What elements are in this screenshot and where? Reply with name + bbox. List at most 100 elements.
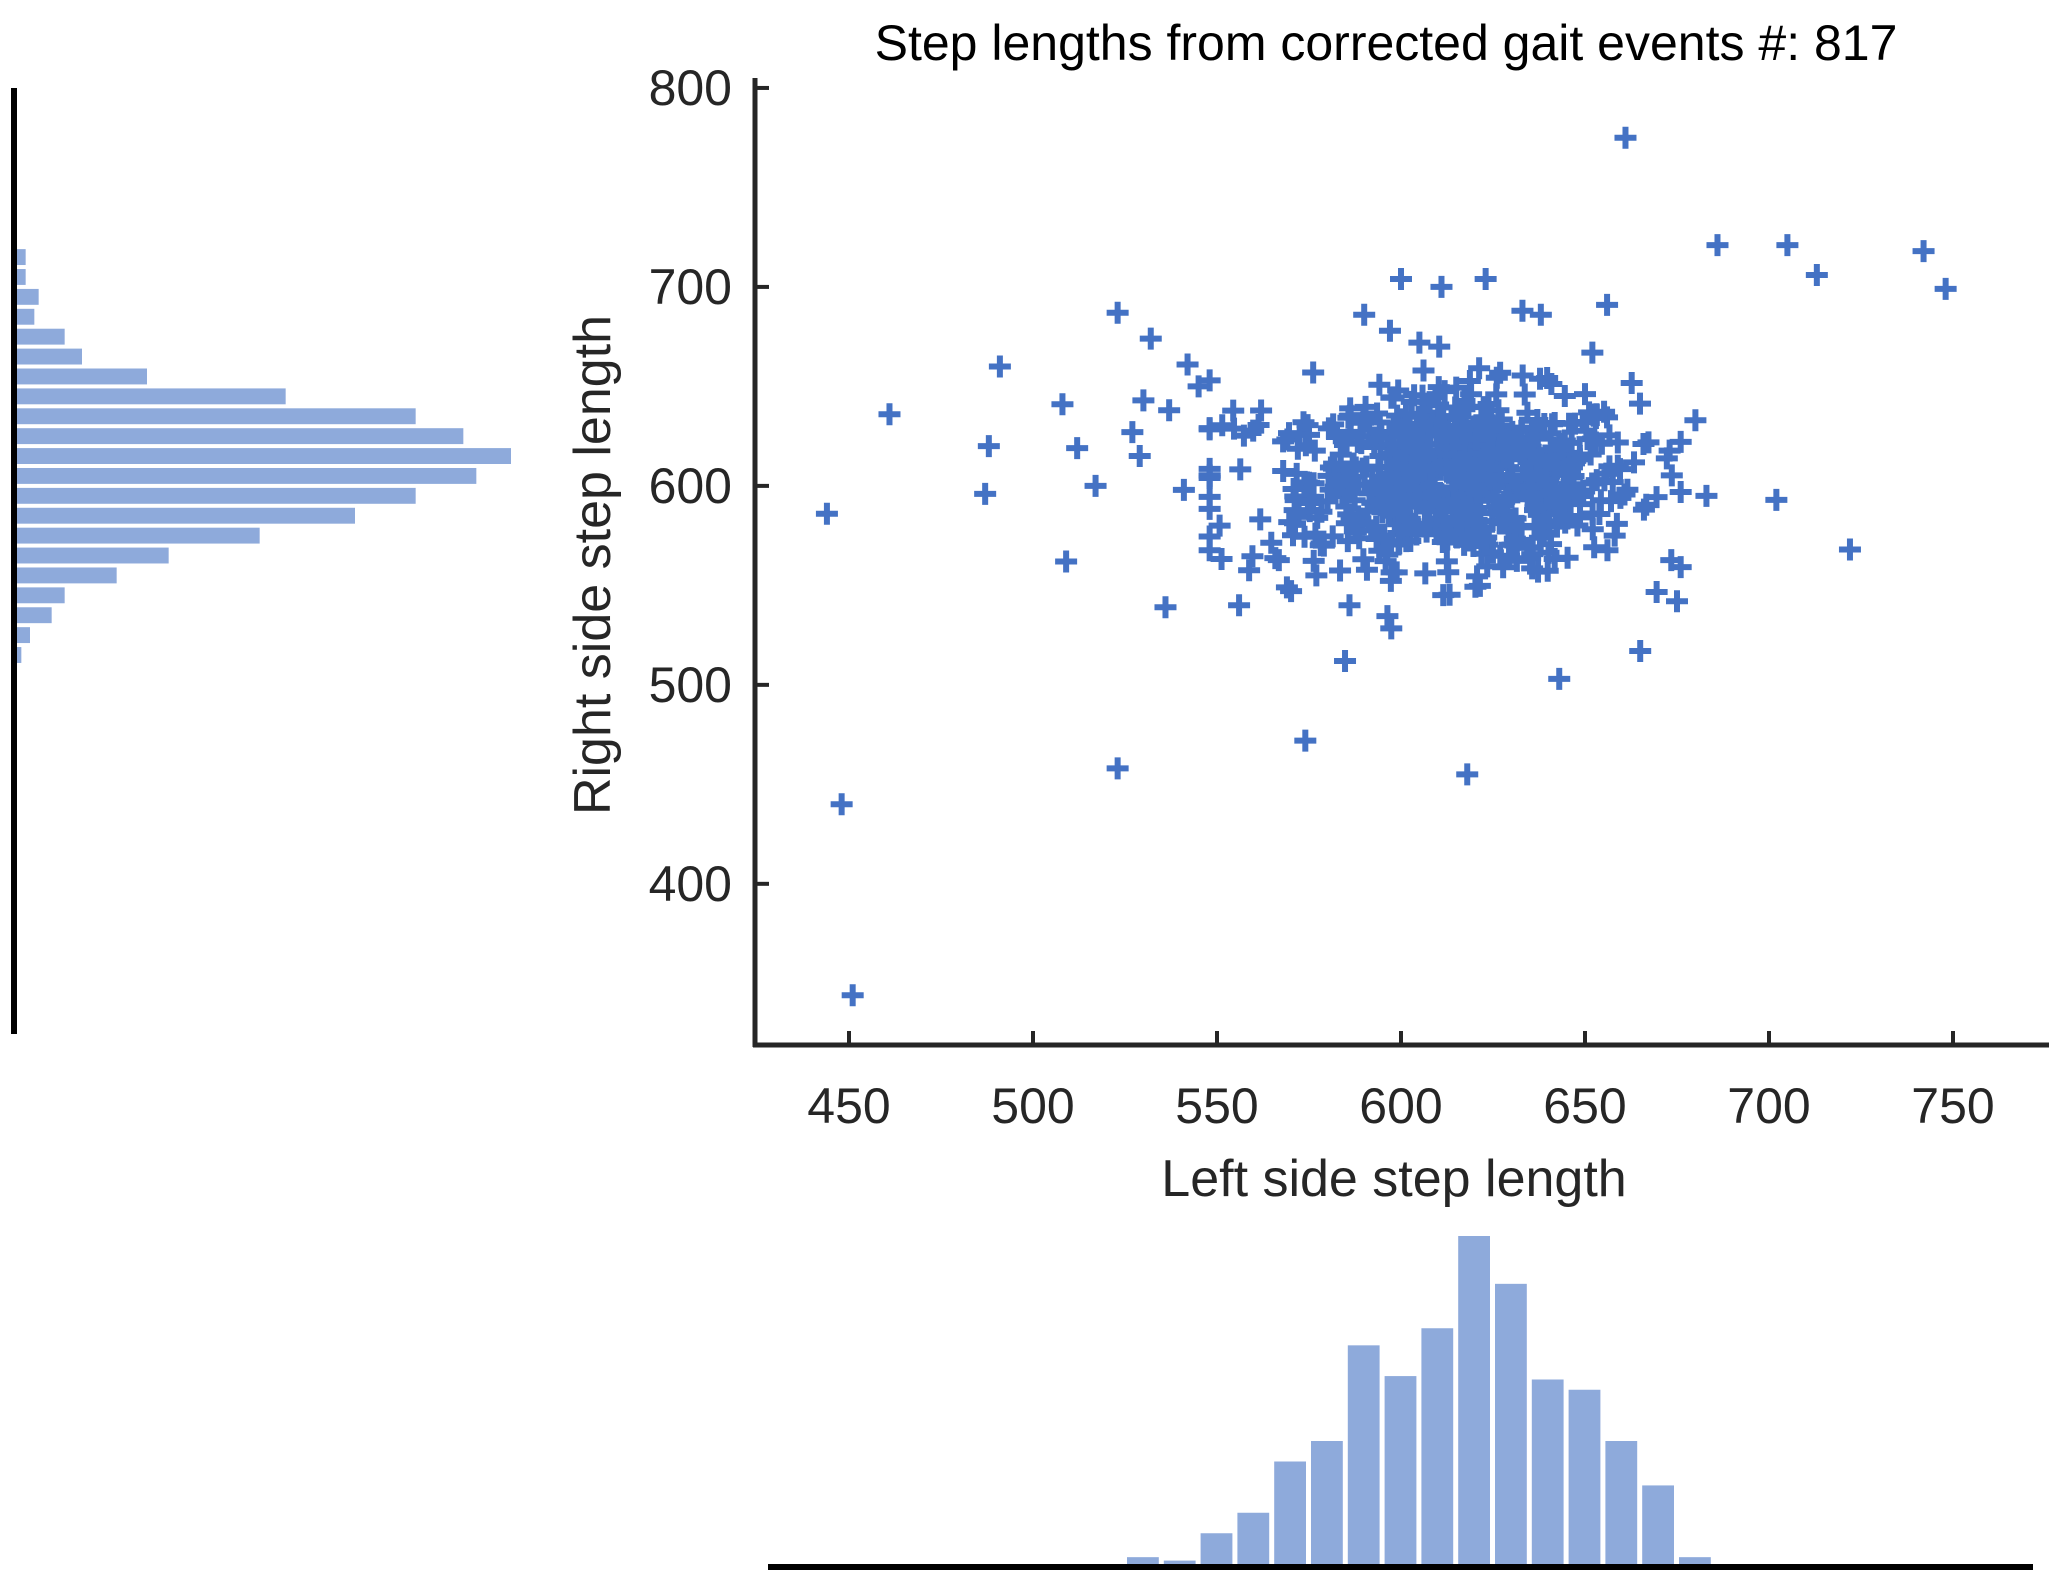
y-hist-bar (17, 567, 117, 584)
y-tick-label: 400 (649, 856, 732, 912)
x-hist-bar (1531, 1379, 1564, 1564)
y-hist-bar (17, 428, 464, 445)
scatter-point (1329, 559, 1352, 582)
scatter-point (1581, 341, 1604, 364)
scatter-point (1487, 399, 1510, 422)
scatter-point (1509, 443, 1532, 466)
scatter-point (1444, 457, 1467, 480)
scatter-point (1340, 507, 1363, 530)
y-hist-bar (17, 587, 65, 604)
scatter-axes: 450 500 550 600 650 700 750 400 500 600 700 800 Le… (564, 60, 2049, 1208)
scatter-point (1805, 263, 1828, 286)
scatter-point (815, 502, 838, 525)
scatter-point (1351, 411, 1374, 434)
scatter-point (1106, 757, 1129, 780)
scatter-point (1456, 763, 1479, 786)
y-hist-bar (17, 448, 511, 464)
y-tick-label: 800 (649, 60, 732, 116)
scatter-point (1376, 605, 1399, 628)
y-hist-bar (17, 269, 26, 285)
x-hist-bar (1347, 1345, 1380, 1564)
scatter-point (1669, 481, 1692, 504)
scatter-point (1355, 558, 1378, 581)
y-histogram (11, 88, 511, 1034)
scatter-point (1322, 413, 1345, 436)
scatter-point (1527, 560, 1550, 583)
scatter-point (1613, 483, 1636, 506)
scatter-point (1439, 522, 1462, 545)
scatter-point (1198, 369, 1221, 392)
scatter-point (1524, 496, 1547, 519)
scatter-point (1912, 240, 1935, 263)
scatter-point (1187, 375, 1210, 398)
scatter-point (1292, 411, 1315, 434)
scatter-point (1210, 547, 1233, 570)
scatter-point (1302, 489, 1325, 512)
scatter-point (1405, 484, 1428, 507)
scatter-point (1605, 512, 1628, 535)
x-hist-bar (1127, 1557, 1159, 1564)
x-hist-bar (1237, 1512, 1270, 1564)
scatter-point (1471, 452, 1494, 475)
scatter-point (1368, 539, 1391, 562)
scatter-point (1428, 335, 1451, 358)
scatter-point (1306, 506, 1329, 529)
scatter-point (1524, 424, 1547, 447)
x-hist-bar (1421, 1328, 1454, 1564)
scatter-point (1645, 486, 1668, 509)
scatter-point (1121, 421, 1144, 444)
scatter-point (1684, 409, 1707, 432)
scatter-point (1128, 445, 1151, 468)
scatter-point (1628, 392, 1651, 415)
scatter-point (1765, 488, 1788, 511)
scatter-point (1302, 549, 1325, 572)
scatter-point (1272, 430, 1295, 453)
x-tick-label: 700 (1727, 1078, 1810, 1134)
x-tick-label: 450 (807, 1078, 890, 1134)
y-hist-bar (17, 487, 416, 504)
scatter-point (1585, 469, 1608, 492)
scatter-point (1543, 548, 1566, 571)
x-hist-bar (1458, 1236, 1490, 1564)
scatter-point (1365, 515, 1388, 538)
scatter-point (1378, 319, 1401, 342)
scatter-point (1275, 576, 1298, 599)
scatter-point (1623, 451, 1646, 474)
scatter-point (1666, 590, 1688, 613)
scatter-point (1241, 545, 1264, 568)
x-tick-label: 600 (1359, 1078, 1442, 1134)
scatter-point (1464, 575, 1487, 598)
scatter-point (1474, 267, 1497, 290)
scatter-point (1476, 555, 1499, 578)
scatter-point (1051, 393, 1074, 416)
scatter-point (1584, 406, 1607, 429)
scatter-point (1581, 518, 1604, 541)
scatter-point (1489, 361, 1512, 384)
scatter-point (1609, 458, 1632, 481)
scatter-point (1321, 525, 1344, 548)
x-ticks: 450 500 550 600 650 700 750 (807, 1031, 1995, 1134)
scatter-point (1433, 509, 1456, 532)
x-hist-bar (1495, 1283, 1527, 1564)
scatter-point (1298, 423, 1321, 446)
scatter-point (1541, 413, 1564, 436)
scatter-point (1599, 490, 1622, 513)
scatter-point (1302, 361, 1325, 384)
scatter-point (1620, 372, 1643, 395)
y-hist-bar (17, 507, 355, 524)
scatter-point (1334, 649, 1357, 672)
scatter-point (1363, 436, 1386, 459)
scatter-point (1590, 432, 1613, 455)
scatter-point (878, 403, 901, 426)
scatter-point (1706, 234, 1729, 257)
scatter-point (1380, 421, 1403, 444)
scatter-point (1310, 532, 1333, 555)
scatter-point (1405, 465, 1428, 488)
scatter-point (1465, 463, 1488, 486)
scatter-point (1356, 499, 1379, 522)
scatter-point (1427, 376, 1450, 399)
scatter-point (1421, 473, 1444, 496)
scatter-point (1660, 464, 1683, 487)
scatter-point (1172, 478, 1195, 501)
